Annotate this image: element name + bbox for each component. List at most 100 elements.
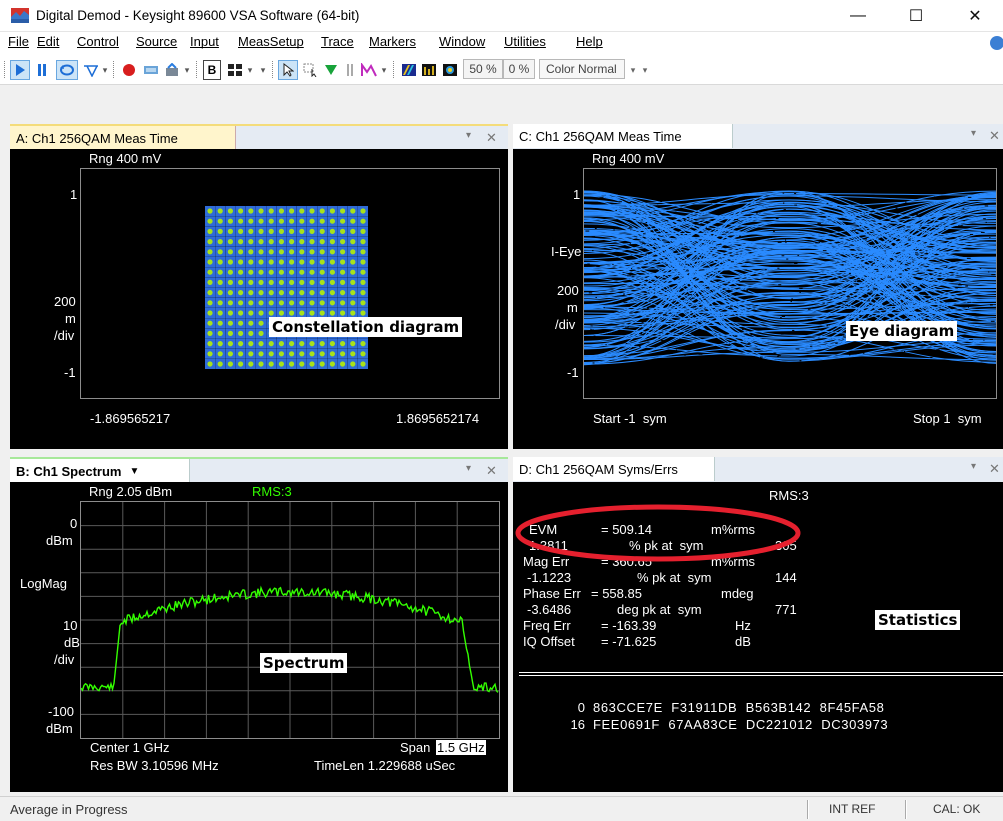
constellation-point [329,218,335,224]
record-icon[interactable] [120,60,138,80]
zoom-select-icon[interactable] [302,60,320,80]
eye-speckle [826,202,829,204]
eye-speckle [643,233,646,235]
eye-trace [583,249,997,331]
recording-icon[interactable] [142,60,160,80]
menu-control[interactable]: Control [77,34,119,49]
constellation-point [340,341,346,347]
eye-speckle [846,304,849,306]
offset-percent-field[interactable]: 0 % [503,59,535,79]
menu-markers[interactable]: Markers [369,34,416,49]
eye-speckle [799,291,801,293]
status-ref: INT REF [829,802,876,816]
pane-b-tab[interactable]: B: Ch1 Spectrum ▼ [10,459,190,483]
pause-icon[interactable] [33,60,51,80]
spectrogram-icon[interactable] [420,60,438,80]
window-title: Digital Demod - Keysight 89600 VSA Softw… [36,8,360,23]
eye-speckle [957,225,962,227]
constellation-point [340,259,346,265]
help-icon[interactable] [990,36,1003,50]
mag-err-label: Mag Err [523,554,570,569]
toolbar-overflow-icon[interactable]: ▾ [642,64,648,75]
eye-trace [583,220,997,331]
pane-b-span-value[interactable]: 1.5 GHz [436,740,486,755]
constellation-point [350,269,356,275]
menu-file[interactable]: File [8,34,29,49]
eye-speckle [623,301,628,303]
eye-speckle [781,316,786,318]
pane-c-tab[interactable]: C: Ch1 256QAM Meas Time [513,124,733,148]
maximize-button[interactable]: ☐ [908,8,924,25]
pane-a-close-icon[interactable]: ✕ [486,130,497,145]
color-scheme-select[interactable]: Color Normal [539,59,625,79]
menu-window[interactable]: Window [439,34,486,49]
pane-a-menu-icon[interactable]: ▾ [466,130,472,141]
continuous-icon[interactable] [56,60,78,80]
pane-b-timelen: TimeLen 1.229688 uSec [314,758,456,773]
menu-help[interactable]: Help [576,34,603,49]
pane-d-tab[interactable]: D: Ch1 256QAM Syms/Errs [513,457,715,481]
rainbow-icon[interactable] [400,60,418,80]
trigger-dropdown-icon[interactable]: ▾ [102,64,108,75]
constellation-point [360,228,366,234]
evm-label: EVM [529,522,558,537]
play-icon[interactable] [10,60,30,80]
pane-c-menu-icon[interactable]: ▾ [971,128,977,139]
persistence-percent-field[interactable]: 50 % [463,59,503,79]
pane-d-close-icon[interactable]: ✕ [989,461,1000,476]
layout-dropdown-icon[interactable]: ▾ [247,64,253,75]
menu-meassetup[interactable]: MeasSetup [238,34,304,49]
eye-diagram-plot[interactable] [583,168,997,399]
eye-speckle [614,191,618,193]
player-dropdown-icon[interactable]: ▾ [184,64,190,75]
constellation-point [227,361,233,367]
pane-c-close-icon[interactable]: ✕ [989,128,1000,143]
constellation-point [258,259,264,265]
eye-speckle [913,285,918,287]
peak-marker-icon[interactable] [360,60,378,80]
pane-d-tabbar: D: Ch1 256QAM Syms/Errs ▾ ✕ [513,457,1003,482]
layout-grid-icon[interactable] [226,60,244,80]
menu-utilities[interactable]: Utilities [504,34,546,49]
eye-speckle [901,301,903,303]
mag-err-peak-text: % pk at sym [637,570,712,585]
overflow-dropdown-icon[interactable]: ▾ [260,64,266,75]
close-button[interactable]: ✕ [968,8,982,25]
freq-err-unit: Hz [735,618,751,633]
pane-a-y-scale-3: /div [54,328,75,343]
pane-d-menu-icon[interactable]: ▾ [971,461,977,472]
constellation-point [329,310,335,316]
pointer-icon[interactable] [278,60,298,80]
toolbar-separator [272,61,274,78]
eye-speckle [818,241,821,243]
spectrum-plot[interactable] [80,501,500,739]
pane-b-close-icon[interactable]: ✕ [486,463,497,478]
menu-trace[interactable]: Trace [321,34,354,49]
player-icon[interactable] [163,60,181,80]
constellation-plot[interactable] [80,168,500,399]
marker-icon[interactable] [323,60,339,80]
eye-speckle [930,356,933,358]
density-icon[interactable] [441,60,459,80]
eye-speckle [955,287,958,289]
constellation-point [238,361,244,367]
pane-b-dropdown-icon[interactable]: ▼ [129,465,140,477]
color-scheme-dropdown-icon[interactable]: ▾ [630,64,636,75]
pane-c-y-bottom: -1 [567,365,579,380]
pane-b-menu-icon[interactable]: ▾ [466,463,472,474]
bold-b-icon[interactable]: B [203,60,221,80]
marker-dropdown-icon[interactable]: ▾ [381,64,387,75]
pane-a-tab[interactable]: A: Ch1 256QAM Meas Time [10,126,236,150]
status-cal: CAL: OK [933,802,981,816]
trigger-icon[interactable] [82,60,100,80]
eye-speckle [823,216,826,218]
minimize-button[interactable]: — [850,7,866,24]
constellation-point [350,239,356,245]
cursor-line-icon[interactable] [343,60,357,80]
constellation-point [350,249,356,255]
menu-source[interactable]: Source [136,34,178,49]
menu-input[interactable]: Input [190,34,219,49]
menu-edit[interactable]: Edit [37,34,60,49]
eye-speckle [826,325,829,327]
eye-speckle [992,353,996,355]
